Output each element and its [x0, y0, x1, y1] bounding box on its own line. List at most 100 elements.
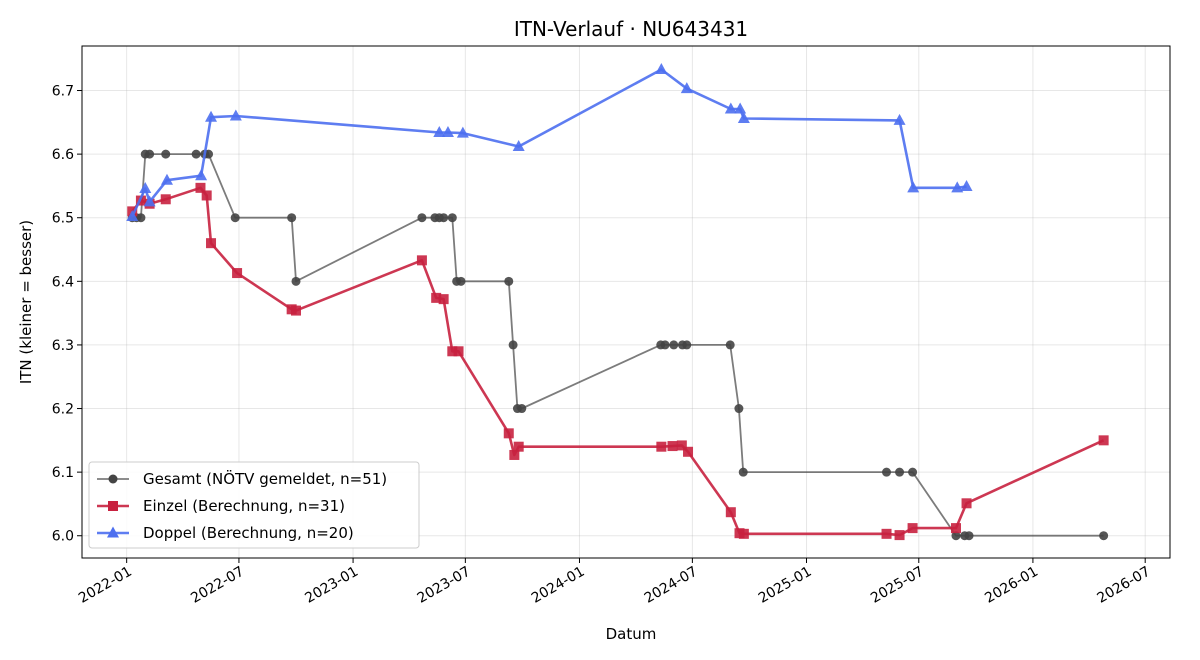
- einzel-point: [725, 507, 736, 518]
- y-axis: 6.0 6.1 6.2 6.3 6.4 6.5 6.6 6.7: [52, 84, 82, 545]
- gesamt-point: [882, 467, 892, 477]
- legend-swatch-marker: [107, 526, 119, 538]
- y-tick-label: 6.2: [52, 402, 74, 418]
- doppel-point: [195, 169, 208, 181]
- gesamt-point: [734, 404, 744, 414]
- doppel-point: [655, 63, 668, 75]
- y-tick-label: 6.3: [52, 338, 74, 354]
- doppel-point: [680, 82, 693, 94]
- einzel-point: [950, 523, 961, 534]
- doppel-point: [456, 126, 469, 138]
- gesamt-point: [951, 531, 961, 541]
- doppel-point: [737, 112, 750, 124]
- einzel-point: [416, 255, 427, 266]
- y-tick-label: 6.6: [52, 147, 74, 163]
- gesamt-point: [287, 213, 297, 223]
- doppel-point: [229, 109, 242, 121]
- gesamt-point: [230, 213, 240, 223]
- doppel-line: [131, 68, 967, 218]
- doppel-point: [907, 181, 920, 193]
- series-gesamt: [127, 149, 1109, 541]
- doppel-point: [139, 181, 152, 193]
- doppel-point: [433, 125, 446, 137]
- x-axis-label: Datum: [606, 625, 657, 643]
- gesamt-point: [738, 467, 748, 477]
- gesamt-point: [964, 531, 974, 541]
- einzel-point: [738, 528, 749, 539]
- einzel-point: [232, 268, 243, 279]
- doppel-point: [441, 125, 454, 137]
- gesamt-point: [504, 276, 514, 286]
- einzel-point: [513, 441, 524, 452]
- einzel-point: [447, 346, 458, 357]
- gesamt-point: [439, 213, 449, 223]
- legend-swatch-marker: [108, 501, 118, 511]
- gesamt-point: [161, 149, 171, 159]
- y-axis-label: ITN (kleiner = besser): [17, 220, 35, 384]
- gesamt-point: [669, 340, 679, 350]
- einzel-point: [881, 528, 892, 539]
- doppel-point: [126, 209, 139, 221]
- doppel-point: [512, 139, 525, 151]
- legend-label: Einzel (Berechnung, n=31): [143, 497, 345, 515]
- doppel-point: [893, 113, 906, 125]
- einzel-point: [160, 194, 171, 205]
- gesamt-point: [725, 340, 735, 350]
- einzel-point: [656, 441, 667, 452]
- y-tick-label: 6.0: [52, 529, 74, 545]
- einzel-point: [503, 428, 514, 439]
- einzel-point: [431, 292, 442, 303]
- legend-label: Gesamt (NÖTV gemeldet, n=51): [143, 469, 387, 488]
- doppel-point: [143, 195, 156, 207]
- legend-item-gesamt: Gesamt (NÖTV gemeldet, n=51): [97, 469, 387, 488]
- gesamt-point: [682, 340, 692, 350]
- y-tick-label: 6.7: [52, 84, 74, 100]
- einzel-point: [683, 446, 694, 457]
- einzel-point: [438, 294, 449, 305]
- legend-item-doppel: Doppel (Berechnung, n=20): [97, 524, 354, 542]
- doppel-point: [960, 180, 973, 192]
- gesamt-point: [417, 213, 427, 223]
- y-tick-label: 6.4: [52, 274, 74, 290]
- plot-frame: [81, 45, 1171, 559]
- legend: Gesamt (NÖTV gemeldet, n=51) Einzel (Bere…: [88, 461, 420, 549]
- legend-box: [88, 461, 420, 549]
- legend-item-einzel: Einzel (Berechnung, n=31): [97, 497, 345, 515]
- doppel-point: [205, 110, 218, 122]
- gesamt-point: [145, 149, 155, 159]
- einzel-point: [676, 440, 687, 451]
- einzel-point: [667, 441, 678, 452]
- y-tick-label: 6.1: [52, 465, 74, 481]
- einzel-point: [1098, 435, 1109, 446]
- gesamt-point: [1099, 531, 1109, 541]
- gesamt-point: [291, 276, 301, 286]
- gesamt-point: [895, 467, 905, 477]
- einzel-point: [195, 182, 206, 193]
- gesamt-point: [508, 340, 518, 350]
- gesamt-point: [456, 276, 466, 286]
- doppel-point: [734, 102, 747, 114]
- doppel-point: [951, 181, 964, 193]
- doppel-point: [160, 173, 173, 185]
- einzel-point: [894, 530, 905, 541]
- legend-swatch-marker: [108, 474, 118, 484]
- gesamt-point: [660, 340, 670, 350]
- einzel-point: [201, 190, 212, 201]
- einzel-point: [509, 449, 520, 460]
- legend-label: Doppel (Berechnung, n=20): [143, 524, 354, 542]
- gesamt-point: [908, 467, 918, 477]
- einzel-point: [291, 305, 302, 316]
- einzel-point: [206, 238, 217, 249]
- gesamt-point: [191, 149, 201, 159]
- y-tick-label: 6.5: [52, 211, 74, 227]
- gesamt-point: [136, 213, 146, 223]
- doppel-point: [724, 102, 737, 114]
- series-doppel: [126, 63, 973, 221]
- einzel-point: [907, 523, 918, 534]
- chart-title: ITN-Verlauf · NU643431: [514, 17, 748, 41]
- einzel-point: [961, 498, 972, 509]
- series-layer: [126, 63, 1109, 541]
- gesamt-point: [517, 404, 527, 414]
- einzel-point: [453, 346, 464, 357]
